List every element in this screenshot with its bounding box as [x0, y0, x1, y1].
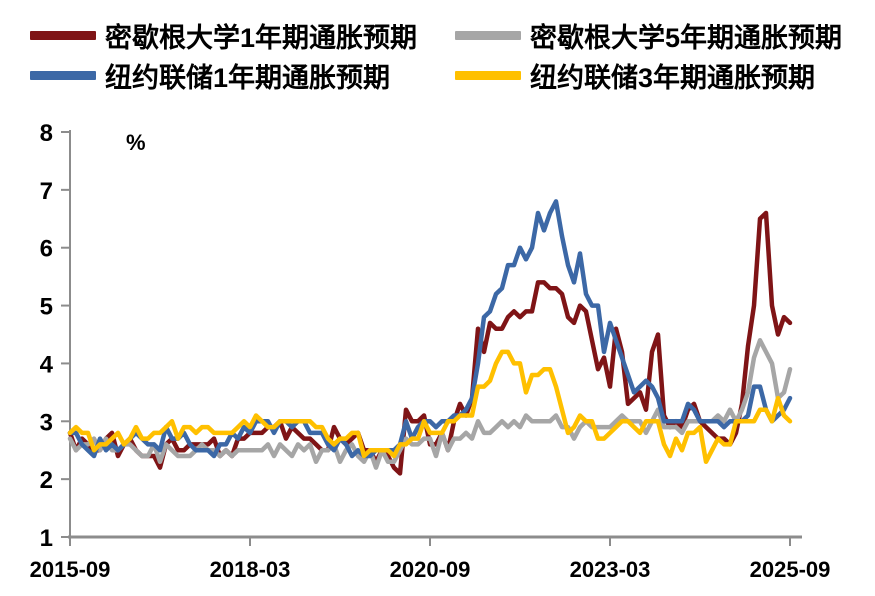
legend-swatch-nyfed-1y — [30, 70, 96, 80]
legend-swatch-nyfed-3y — [455, 70, 521, 80]
legend-item-nyfed-3y: 纽约联储3年期通胀预期 — [455, 59, 815, 93]
x-tick-label: 2020-09 — [390, 557, 471, 582]
legend-swatch-umich-5y — [455, 30, 521, 40]
x-tick-label: 2025-09 — [750, 557, 831, 582]
series-line-nyfed-1y — [67, 199, 793, 459]
legend-swatch-umich-1y — [30, 30, 96, 40]
series-line-umich-5y — [67, 338, 793, 470]
y-axis-unit-label: % — [126, 130, 146, 155]
y-tick-label: 3 — [40, 409, 53, 436]
y-tick-label: 1 — [40, 525, 53, 552]
y-tick-label: 6 — [40, 236, 53, 263]
y-tick-label: 8 — [40, 120, 53, 147]
y-tick-label: 7 — [40, 178, 53, 205]
series-line-nyfed-3y — [67, 349, 793, 465]
legend-item-umich-1y: 密歇根大学1年期通胀预期 — [30, 19, 417, 53]
legend-item-umich-5y: 密歇根大学5年期通胀预期 — [455, 19, 842, 53]
y-tick-label: 5 — [40, 294, 53, 321]
y-tick-label: 2 — [40, 467, 53, 494]
y-tick-label: 4 — [40, 351, 54, 378]
x-tick-label: 2018-03 — [210, 557, 291, 582]
legend-label-umich-1y: 密歇根大学1年期通胀预期 — [105, 22, 418, 53]
legend-label-umich-5y: 密歇根大学5年期通胀预期 — [530, 22, 843, 53]
x-tick-label: 2023-03 — [570, 557, 651, 582]
legend-label-nyfed-3y: 纽约联储3年期通胀预期 — [530, 62, 816, 93]
x-tick-label: 2015-09 — [30, 557, 111, 582]
legend-item-nyfed-1y: 纽约联储1年期通胀预期 — [30, 59, 390, 93]
legend-label-nyfed-1y: 纽约联储1年期通胀预期 — [105, 62, 391, 93]
